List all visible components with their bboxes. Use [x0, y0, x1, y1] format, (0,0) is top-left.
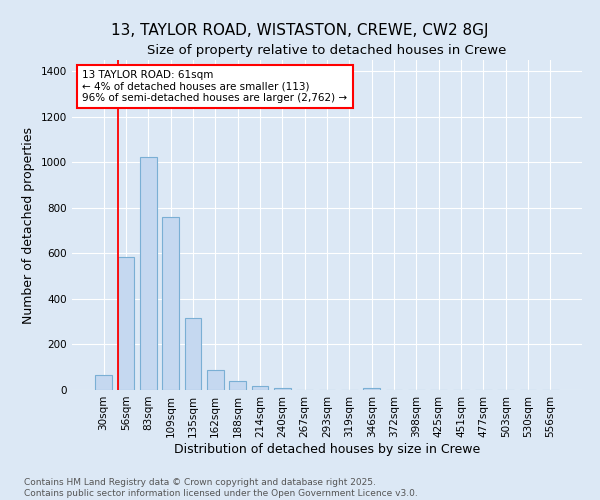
Bar: [207, 370, 224, 390]
Bar: [185, 318, 202, 390]
Bar: [229, 381, 246, 390]
Bar: [251, 386, 268, 390]
Text: Contains HM Land Registry data © Crown copyright and database right 2025.
Contai: Contains HM Land Registry data © Crown c…: [24, 478, 418, 498]
Bar: [274, 388, 290, 390]
Y-axis label: Number of detached properties: Number of detached properties: [22, 126, 35, 324]
Bar: [118, 257, 134, 390]
Bar: [140, 156, 157, 390]
Bar: [95, 375, 112, 390]
Bar: [162, 217, 179, 390]
Text: 13 TAYLOR ROAD: 61sqm
← 4% of detached houses are smaller (113)
96% of semi-deta: 13 TAYLOR ROAD: 61sqm ← 4% of detached h…: [82, 70, 347, 103]
Text: 13, TAYLOR ROAD, WISTASTON, CREWE, CW2 8GJ: 13, TAYLOR ROAD, WISTASTON, CREWE, CW2 8…: [111, 22, 489, 38]
X-axis label: Distribution of detached houses by size in Crewe: Distribution of detached houses by size …: [174, 442, 480, 456]
Title: Size of property relative to detached houses in Crewe: Size of property relative to detached ho…: [148, 44, 506, 58]
Bar: [364, 388, 380, 390]
